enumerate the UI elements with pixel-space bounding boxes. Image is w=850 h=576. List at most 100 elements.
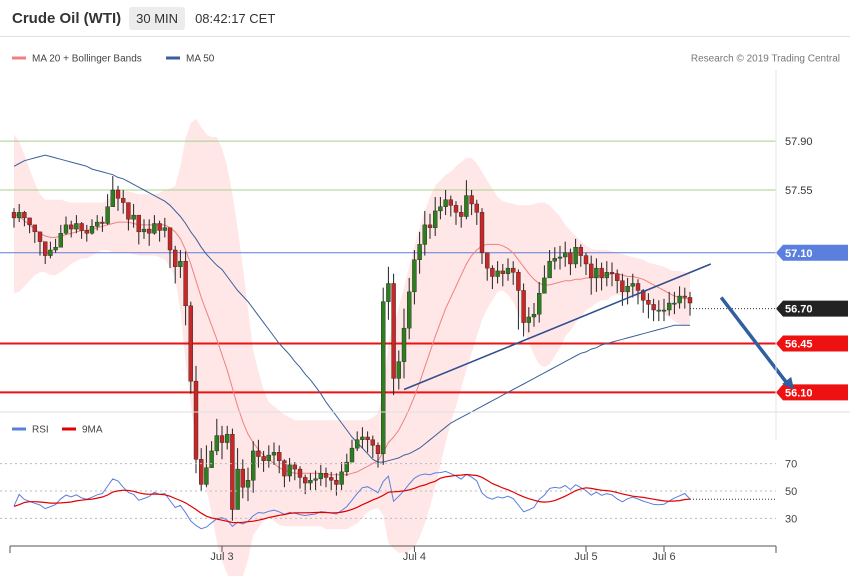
candle [625, 277, 630, 305]
candle-body [381, 301, 386, 454]
candle-body [22, 212, 27, 219]
candle-body [323, 473, 329, 478]
time-axis-label-0: Jul 3 [210, 551, 233, 563]
candle-body [115, 189, 121, 199]
candle-body [438, 206, 443, 212]
candle-body [469, 195, 474, 205]
candle [568, 248, 573, 276]
candle-body [318, 473, 323, 480]
candle [297, 466, 303, 489]
candle-body [209, 450, 214, 468]
rsi-tick-label-1: 50 [785, 486, 797, 498]
candle-body [687, 297, 693, 304]
candle [370, 435, 375, 458]
candle-body [282, 460, 287, 477]
candle-body [27, 217, 32, 226]
candle [214, 418, 220, 456]
candle-body [578, 247, 583, 256]
candle [661, 298, 667, 322]
timeframe-button[interactable]: 30 MIN [129, 6, 186, 30]
candle [537, 282, 542, 323]
candle-body [630, 283, 635, 287]
candle [516, 269, 521, 330]
instrument-title: Crude Oil (WTI) [12, 9, 122, 27]
candle-body [110, 189, 116, 207]
candle-body [344, 461, 349, 473]
candle [583, 252, 589, 276]
candle-body [360, 436, 365, 440]
candle [589, 255, 594, 295]
candle [152, 215, 157, 235]
level-label-0: 57.90 [785, 136, 813, 148]
candle [58, 224, 63, 248]
candle [355, 431, 360, 451]
candle [323, 467, 329, 488]
candle-body [131, 214, 136, 220]
target-arrow-shaft [719, 296, 790, 386]
candle-body [615, 273, 620, 281]
candle [386, 266, 391, 320]
legend-label-ma50: MA 50 [186, 54, 215, 65]
candle [126, 202, 131, 231]
candle-body [604, 272, 609, 279]
candle-body [682, 295, 687, 298]
candle-body [656, 309, 661, 312]
candle [224, 425, 230, 450]
candle [172, 245, 178, 284]
candle [459, 205, 464, 228]
candle-body [661, 309, 667, 312]
candle-body [635, 283, 641, 291]
current-price-label: 56.70 [785, 304, 813, 316]
candle [573, 238, 578, 269]
candle [396, 350, 401, 390]
candle-body [557, 256, 563, 259]
candle-body [547, 260, 552, 279]
candle-body [53, 247, 58, 251]
candle [615, 269, 620, 294]
candle [667, 291, 672, 316]
level-label-4: 56.45 [785, 338, 813, 350]
candle [557, 245, 563, 270]
candle [256, 439, 261, 468]
candle [162, 217, 168, 238]
candle-body [625, 286, 630, 293]
legend-label-9ma: 9MA [82, 425, 103, 436]
candle-body [412, 259, 417, 293]
candle [74, 215, 79, 234]
candle [17, 203, 22, 223]
candle-body [459, 212, 464, 217]
candle [136, 214, 142, 245]
candle [219, 425, 225, 460]
candle-body [396, 361, 401, 379]
candle [448, 195, 453, 217]
candle-body [308, 480, 313, 484]
candle [115, 185, 121, 211]
candle [313, 470, 318, 490]
current-price-tag [776, 300, 848, 317]
candle-body [68, 224, 74, 230]
candle [552, 247, 557, 270]
candle [495, 261, 500, 284]
candle [120, 190, 126, 214]
time-axis-label-1: Jul 4 [403, 551, 426, 563]
candle-body [339, 471, 344, 485]
candle [94, 215, 100, 231]
candle-body [250, 450, 256, 481]
candle [209, 441, 214, 468]
candle-body [256, 450, 261, 457]
candle-body [136, 214, 142, 233]
candle [417, 231, 422, 274]
candle [110, 176, 116, 207]
level-label-2: 57.10 [785, 248, 813, 260]
candle-body [152, 223, 157, 234]
candle-body [563, 252, 568, 258]
level-label-1: 57.55 [785, 185, 813, 197]
candle-body [589, 263, 594, 279]
candle-body [521, 290, 526, 323]
candle [240, 459, 246, 499]
candle [604, 261, 609, 287]
candle [474, 199, 479, 225]
candle-body [329, 477, 334, 481]
candle [146, 219, 152, 246]
